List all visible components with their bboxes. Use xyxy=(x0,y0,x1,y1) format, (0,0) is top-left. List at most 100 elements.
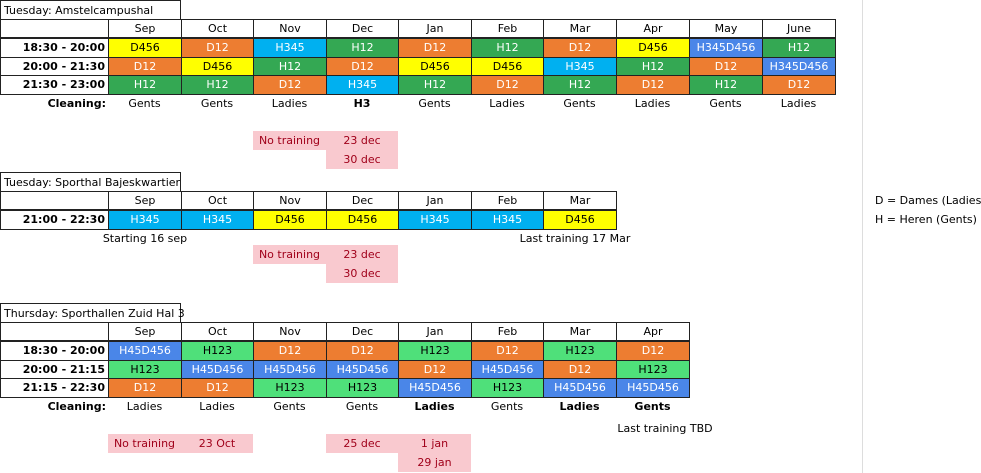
schedule-cell: D456 xyxy=(616,38,690,58)
month-header: Dec xyxy=(326,19,399,38)
cleaning-assignee: Ladies xyxy=(559,400,600,413)
schedule-cell: H45D456 xyxy=(616,378,690,398)
schedule-cell: D456 xyxy=(181,56,254,76)
cleaning-label: Cleaning: xyxy=(47,97,106,110)
schedule-cell: D12 xyxy=(253,75,327,95)
table-title: Thursday: Sporthallen Zuid Hal 3 xyxy=(0,303,185,323)
schedule-cell: D12 xyxy=(471,341,544,361)
schedule-cell: D456 xyxy=(398,56,472,76)
no-training-date: 30 dec xyxy=(326,150,398,169)
cleaning-assignee: Gents xyxy=(418,97,451,110)
cleaning-assignee: Ladies xyxy=(414,400,455,413)
schedule-cell: D12 xyxy=(108,378,182,398)
schedule-cell: H123 xyxy=(108,359,182,379)
time-slot: 21:00 - 22:30 xyxy=(0,210,109,230)
schedule-cell: H123 xyxy=(471,378,544,398)
month-header: Mar xyxy=(543,322,617,341)
schedule-cell: H12 xyxy=(326,38,399,58)
month-header: Oct xyxy=(181,19,254,38)
month-header: Sep xyxy=(108,322,182,341)
month-header: Nov xyxy=(253,191,327,210)
month-header: Dec xyxy=(326,191,399,210)
schedule-cell: D456 xyxy=(471,56,544,76)
time-slot: 20:00 - 21:15 xyxy=(0,359,109,379)
schedule-cell: D12 xyxy=(762,75,836,95)
no-training-label: No training xyxy=(253,245,326,264)
schedule-cell: D12 xyxy=(543,359,617,379)
schedule-cell: H45D456 xyxy=(471,359,544,379)
time-slot: 21:30 - 23:00 xyxy=(0,75,109,95)
no-training-date: 23 Oct xyxy=(181,434,253,453)
month-header: Sep xyxy=(108,191,182,210)
schedule-cell: H123 xyxy=(543,341,617,361)
month-header: May xyxy=(689,19,763,38)
schedule-cell: H345 xyxy=(108,210,182,230)
schedule-cell: D456 xyxy=(543,210,617,230)
month-header: Jan xyxy=(398,191,472,210)
schedule-cell: D12 xyxy=(616,75,690,95)
no-training-date: 29 jan xyxy=(398,453,471,472)
start-note: Starting 16 sep xyxy=(102,232,188,245)
cleaning-assignee: Ladies xyxy=(126,400,163,413)
schedule-cell: H12 xyxy=(398,75,472,95)
month-header: Mar xyxy=(543,191,617,210)
schedule-cell: H345D456 xyxy=(689,38,763,58)
cleaning-assignee: Gents xyxy=(345,400,379,413)
month-header: Apr xyxy=(616,322,690,341)
month-header: Oct xyxy=(181,191,254,210)
header-blank xyxy=(0,19,109,38)
schedule-cell: H45D456 xyxy=(108,341,182,361)
schedule-cell: H45D456 xyxy=(253,359,327,379)
cleaning-assignee: Gents xyxy=(634,400,671,413)
schedule-cell: H45D456 xyxy=(543,378,617,398)
month-header: Apr xyxy=(616,19,690,38)
schedule-cell: D456 xyxy=(108,38,182,58)
time-slot: 18:30 - 20:00 xyxy=(0,341,109,361)
cleaning-assignee: Gents xyxy=(128,97,161,110)
schedule-cell: D12 xyxy=(471,75,544,95)
schedule-cell: H123 xyxy=(326,378,399,398)
schedule-cell: H12 xyxy=(543,75,617,95)
schedule-cell: H345 xyxy=(471,210,544,230)
time-slot: 18:30 - 20:00 xyxy=(0,38,109,58)
schedule-cell: D12 xyxy=(253,341,327,361)
table-title: Tuesday: Sporthal Bajeskwartier xyxy=(0,172,181,192)
cleaning-assignee: Gents xyxy=(563,97,596,110)
cleaning-assignee: H3 xyxy=(353,97,371,110)
no-training-date: 25 dec xyxy=(326,434,398,453)
header-blank xyxy=(0,322,109,341)
month-header: Feb xyxy=(471,322,544,341)
month-header: Mar xyxy=(543,19,617,38)
cleaning-label: Cleaning: xyxy=(47,400,106,413)
time-slot: 21:15 - 22:30 xyxy=(0,378,109,398)
schedule-cell: D12 xyxy=(689,56,763,76)
schedule-cell: D12 xyxy=(326,56,399,76)
cleaning-assignee: Gents xyxy=(709,97,742,110)
schedule-cell: H45D456 xyxy=(181,359,254,379)
schedule-cell: D456 xyxy=(326,210,399,230)
schedule-cell: H123 xyxy=(616,359,690,379)
schedule-cell: H345D456 xyxy=(762,56,836,76)
no-training-date: 30 dec xyxy=(326,264,398,283)
schedule-cell: D12 xyxy=(398,359,472,379)
schedule-cell: D12 xyxy=(398,38,472,58)
cleaning-assignee: Gents xyxy=(273,400,306,413)
schedule-cell: D12 xyxy=(326,341,399,361)
schedule-cell: H12 xyxy=(253,56,327,76)
header-blank xyxy=(0,191,109,210)
no-training-label: No training xyxy=(253,131,326,150)
schedule-cell: H123 xyxy=(253,378,327,398)
no-training-date: 23 dec xyxy=(326,131,398,150)
divider xyxy=(862,0,863,473)
legend-item: D = Dames (Ladies) xyxy=(875,193,981,207)
schedule-cell: H345 xyxy=(181,210,254,230)
cleaning-assignee: Ladies xyxy=(271,97,308,110)
schedule-cell: H12 xyxy=(181,75,254,95)
schedule-cell: H123 xyxy=(398,341,472,361)
time-slot: 20:00 - 21:30 xyxy=(0,56,109,76)
schedule-cell: D12 xyxy=(108,56,182,76)
month-header: Nov xyxy=(253,322,327,341)
month-header: Dec xyxy=(326,322,399,341)
schedule-cell: D456 xyxy=(253,210,327,230)
schedule-cell: H45D456 xyxy=(326,359,399,379)
